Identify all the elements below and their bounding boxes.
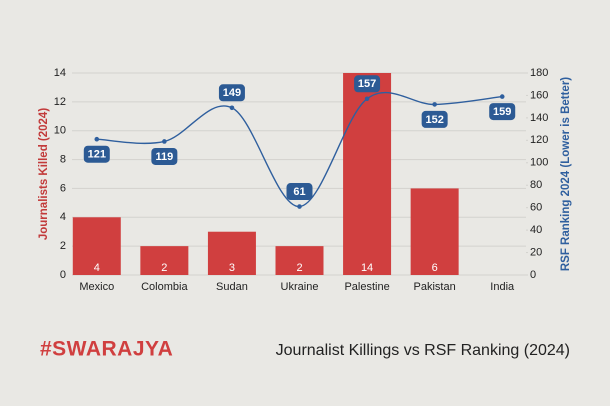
value-label-box	[421, 110, 448, 128]
line-point	[162, 139, 167, 144]
value-label-box	[83, 145, 110, 163]
bar-value-label: 4	[94, 262, 100, 274]
y-tick-label: 4	[60, 211, 66, 223]
x-tick-label: Mexico	[79, 281, 114, 293]
y2-tick-label: 160	[530, 89, 548, 101]
x-tick-label: Ukraine	[281, 281, 319, 293]
y2-tick-label: 80	[530, 179, 542, 191]
bar	[140, 246, 189, 275]
line-point	[297, 204, 302, 209]
value-label-box	[354, 75, 381, 93]
y2-tick-label: 140	[530, 112, 548, 124]
bar-value-label: 3	[229, 262, 235, 274]
bar	[343, 73, 392, 275]
y-tick-label: 14	[54, 67, 66, 79]
line-value-label: 152	[425, 114, 443, 126]
brand-logo: #SWARAJYA	[40, 338, 173, 361]
bar	[275, 246, 324, 275]
x-tick-label: Sudan	[216, 281, 248, 293]
y2-tick-label: 0	[530, 269, 536, 281]
y-axis-label: Journalists Killed (2024)	[38, 108, 50, 240]
line-point	[432, 102, 437, 107]
y-tick-label: 10	[54, 125, 66, 137]
line-point	[364, 96, 370, 102]
line-value-label: 157	[358, 78, 376, 90]
y2-tick-label: 60	[530, 202, 542, 214]
y-tick-label: 12	[54, 96, 66, 108]
y2-tick-label: 120	[530, 134, 548, 146]
chart-title: Journalist Killings vs RSF Ranking (2024…	[276, 342, 570, 359]
y2-tick-label: 100	[530, 157, 548, 169]
line-value-label: 61	[293, 186, 305, 198]
line-point	[229, 105, 235, 111]
bar	[207, 231, 256, 275]
y-tick-label: 2	[60, 240, 66, 252]
line-value-label: 119	[155, 151, 173, 163]
value-label-box	[151, 147, 178, 165]
y2-axis-label: RSF Ranking 2024 (Lower is Better)	[560, 77, 572, 271]
bar-value-label: 14	[361, 262, 373, 274]
x-tick-label: Colombia	[141, 281, 188, 293]
y-tick-label: 0	[60, 269, 66, 281]
y2-tick-label: 40	[530, 224, 542, 236]
value-label-box	[489, 103, 516, 121]
y-tick-label: 6	[60, 182, 66, 194]
line-point	[499, 94, 505, 99]
y2-tick-label: 20	[530, 246, 542, 258]
line-value-label: 121	[88, 149, 106, 161]
line-value-label: 159	[493, 106, 511, 118]
value-label-box	[286, 183, 313, 201]
line-point	[94, 136, 100, 142]
bar-value-label: 6	[432, 262, 438, 274]
bar-value-label: 2	[296, 262, 302, 274]
y2-tick-label: 180	[530, 67, 548, 79]
bar	[72, 217, 121, 275]
y-tick-label: 8	[60, 153, 66, 165]
x-tick-label: Pakistan	[414, 281, 456, 293]
line-value-label: 149	[223, 87, 241, 99]
x-tick-label: India	[490, 281, 515, 293]
bar-value-label: 2	[161, 262, 167, 274]
x-tick-label: Palestine	[344, 281, 389, 293]
bar	[410, 188, 459, 275]
value-label-box	[218, 84, 245, 102]
